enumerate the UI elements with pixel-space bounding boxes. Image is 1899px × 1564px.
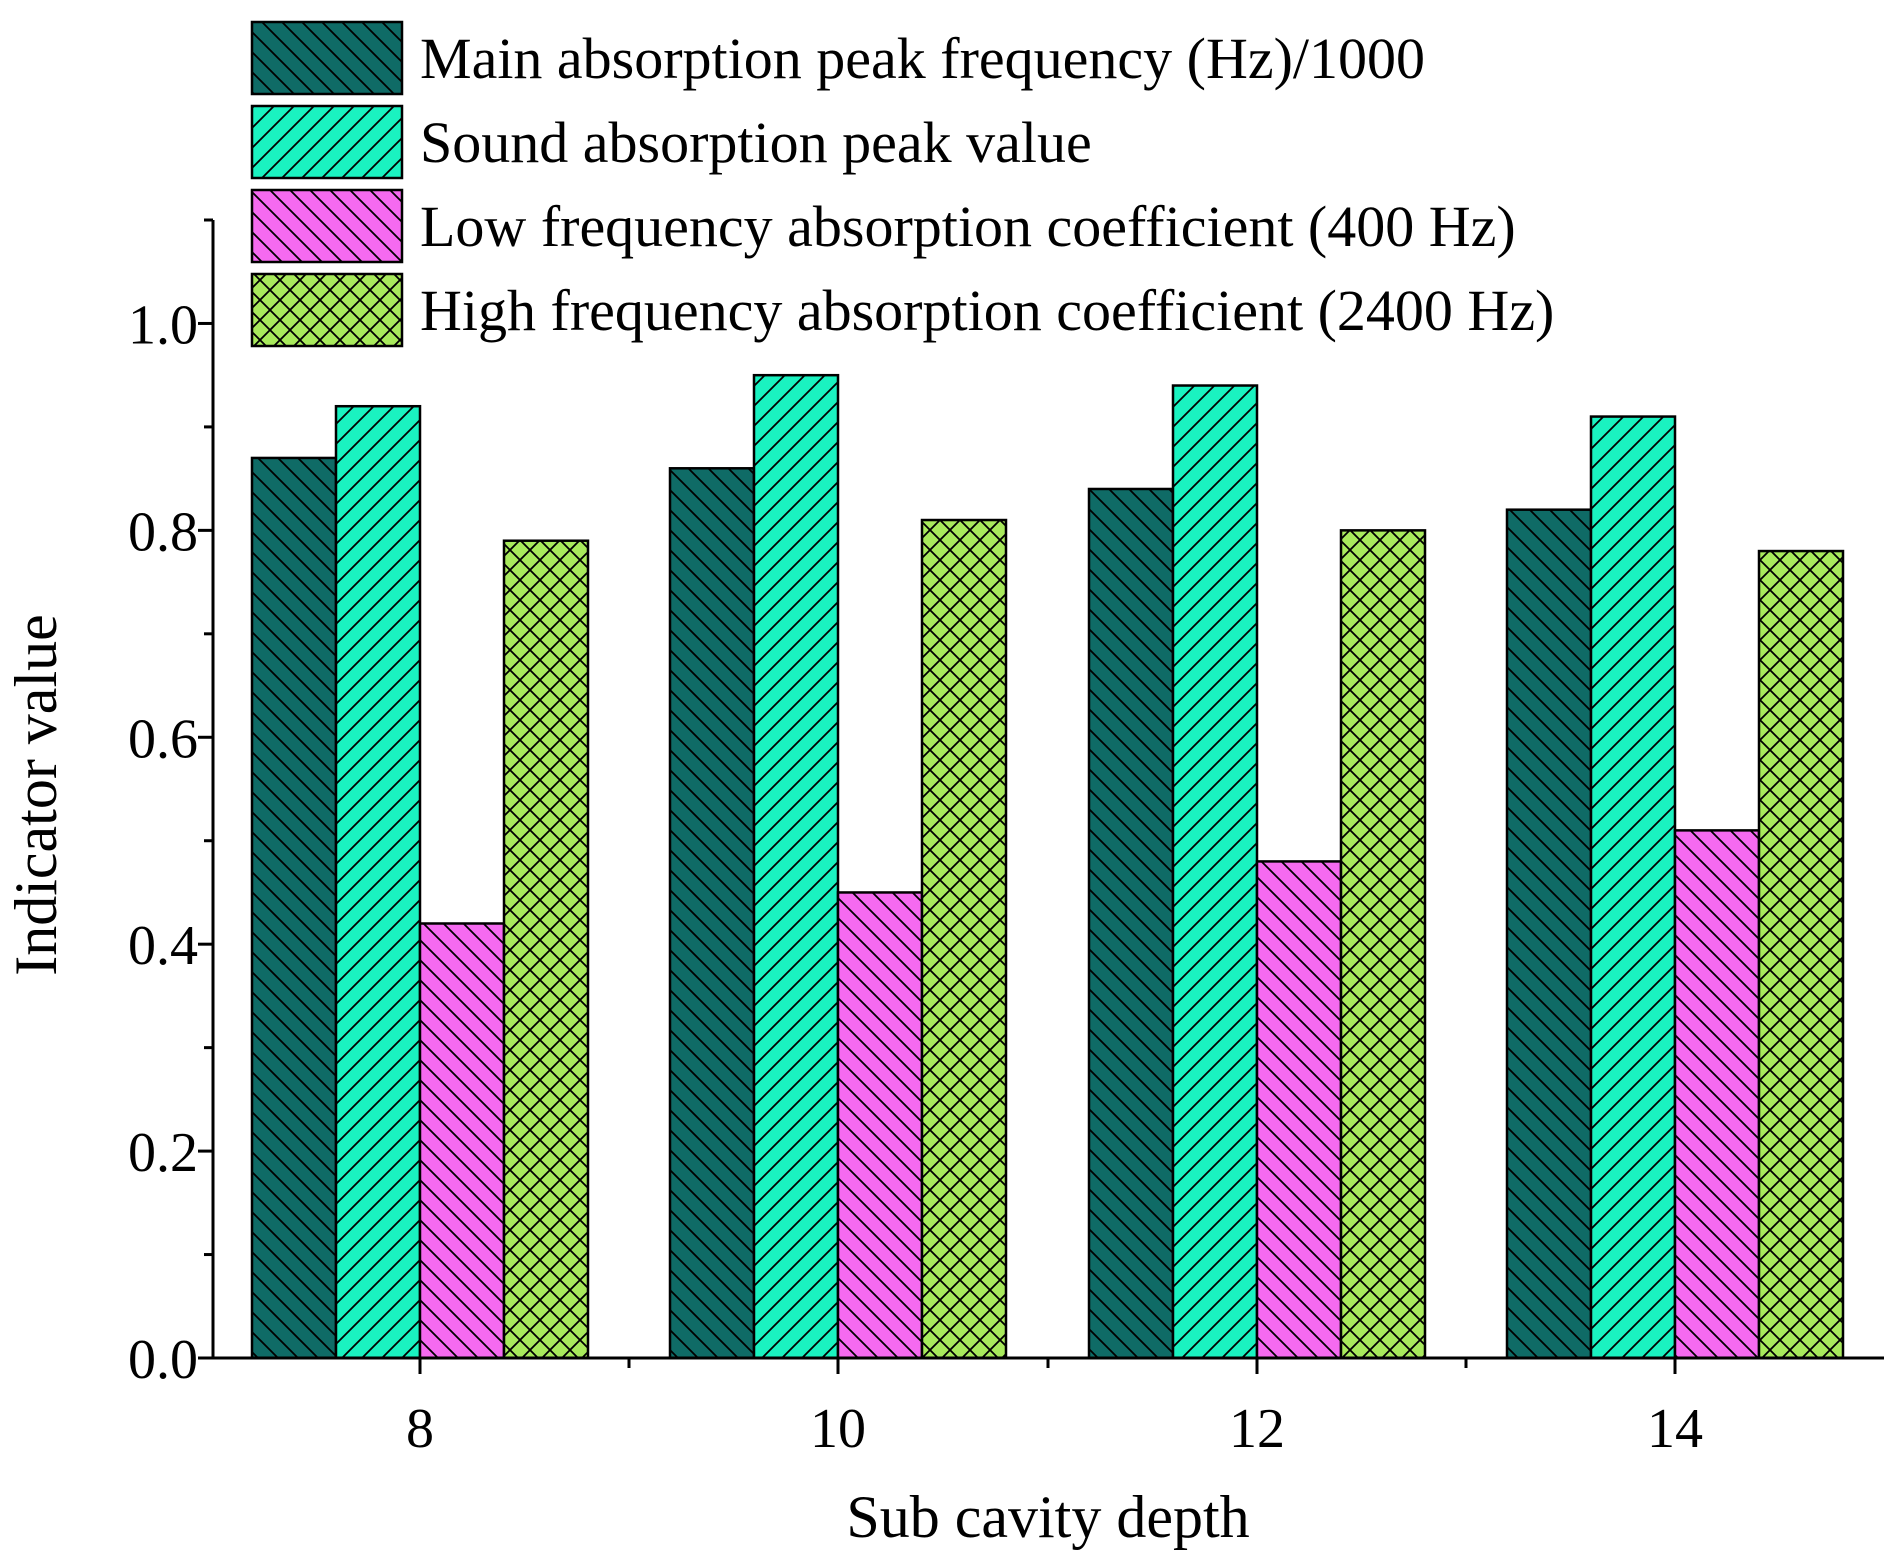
- y-tick-label: 0.8: [128, 501, 198, 563]
- x-axis-title: Sub cavity depth: [846, 1484, 1249, 1550]
- bar-10-series-3: [836, 891, 924, 1360]
- y-tick-label: 0.6: [128, 708, 198, 770]
- bar-12-series-1: [1087, 487, 1175, 1360]
- bar-14-series-3: [1673, 829, 1761, 1360]
- legend-label: Low frequency absorption coefficient (40…: [420, 194, 1516, 259]
- legend: Main absorption peak frequency (Hz)/1000…: [250, 20, 1554, 348]
- x-tick-label: 14: [1647, 1398, 1703, 1460]
- legend-item: Main absorption peak frequency (Hz)/1000: [250, 20, 1425, 96]
- legend-item: Low frequency absorption coefficient (40…: [250, 188, 1516, 264]
- bar-8-series-2: [334, 404, 422, 1360]
- y-tick-label: 0.2: [128, 1122, 198, 1184]
- legend-label: High frequency absorption coefficient (2…: [420, 278, 1554, 343]
- y-tick-label: 0.0: [128, 1329, 198, 1391]
- legend-swatch: [250, 104, 404, 180]
- bar-12-series-2: [1171, 384, 1259, 1360]
- bar-14-series-4: [1757, 549, 1845, 1360]
- bar-12-series-3: [1255, 860, 1343, 1360]
- legend-item: Sound absorption peak value: [250, 104, 1092, 180]
- x-tick-label: 12: [1229, 1398, 1285, 1460]
- bar-10-series-4: [920, 518, 1008, 1360]
- y-axis-title: Indicator value: [3, 614, 69, 976]
- bar-14-series-1: [1505, 508, 1593, 1360]
- legend-swatch: [250, 188, 404, 264]
- x-tick-label: 10: [810, 1398, 866, 1460]
- legend-label: Main absorption peak frequency (Hz)/1000: [420, 26, 1425, 91]
- bar-14-series-2: [1589, 415, 1677, 1360]
- bar-8-series-3: [418, 922, 506, 1360]
- x-tick-label: 8: [406, 1398, 434, 1460]
- legend-swatch: [250, 272, 404, 348]
- y-tick-label: 1.0: [128, 294, 198, 356]
- legend-item: High frequency absorption coefficient (2…: [250, 272, 1554, 348]
- legend-swatch: [250, 20, 404, 96]
- bar-12-series-4: [1339, 529, 1427, 1360]
- bar-8-series-1: [250, 456, 338, 1360]
- y-tick-label: 0.4: [128, 915, 198, 977]
- bar-8-series-4: [502, 539, 590, 1360]
- legend-label: Sound absorption peak value: [420, 110, 1092, 175]
- bars-layer: [250, 373, 1845, 1360]
- axes-layer: 0.0 0.2 0.4 0.6 0.8 1.0 8 10 12 14: [128, 218, 1884, 1460]
- bar-10-series-2: [752, 373, 840, 1360]
- bar-10-series-1: [668, 467, 756, 1360]
